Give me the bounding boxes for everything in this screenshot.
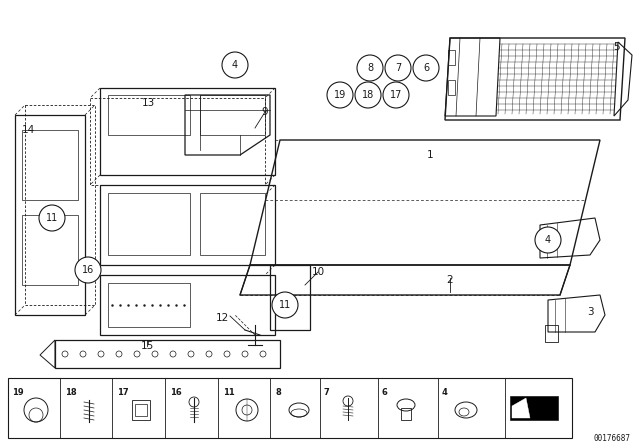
Text: 8: 8 bbox=[275, 388, 281, 397]
Circle shape bbox=[75, 257, 101, 283]
Text: 10: 10 bbox=[312, 267, 324, 277]
Text: 5: 5 bbox=[614, 42, 620, 52]
Polygon shape bbox=[510, 396, 558, 420]
Text: 8: 8 bbox=[367, 63, 373, 73]
Circle shape bbox=[385, 55, 411, 81]
Polygon shape bbox=[512, 398, 530, 418]
Text: 4: 4 bbox=[232, 60, 238, 70]
Text: 17: 17 bbox=[117, 388, 129, 397]
Text: 6: 6 bbox=[423, 63, 429, 73]
Text: 15: 15 bbox=[140, 341, 154, 351]
Text: 12: 12 bbox=[216, 313, 228, 323]
Circle shape bbox=[327, 82, 353, 108]
Text: 18: 18 bbox=[362, 90, 374, 100]
Circle shape bbox=[413, 55, 439, 81]
Text: 19: 19 bbox=[334, 90, 346, 100]
Text: 2: 2 bbox=[447, 275, 453, 285]
Text: 6: 6 bbox=[382, 388, 388, 397]
Text: 19: 19 bbox=[12, 388, 24, 397]
Circle shape bbox=[357, 55, 383, 81]
Circle shape bbox=[39, 205, 65, 231]
Text: 13: 13 bbox=[141, 98, 155, 108]
Text: 7: 7 bbox=[395, 63, 401, 73]
Circle shape bbox=[272, 292, 298, 318]
Text: 17: 17 bbox=[390, 90, 402, 100]
Text: 1: 1 bbox=[427, 150, 433, 160]
Text: 3: 3 bbox=[587, 307, 593, 317]
Circle shape bbox=[222, 52, 248, 78]
Text: 11: 11 bbox=[279, 300, 291, 310]
Text: 4: 4 bbox=[442, 388, 448, 397]
Text: 16: 16 bbox=[170, 388, 182, 397]
Circle shape bbox=[535, 227, 561, 253]
Text: 18: 18 bbox=[65, 388, 77, 397]
Text: 7: 7 bbox=[324, 388, 330, 397]
Text: 11: 11 bbox=[223, 388, 235, 397]
Circle shape bbox=[355, 82, 381, 108]
Text: 11: 11 bbox=[46, 213, 58, 223]
Text: 9: 9 bbox=[262, 107, 268, 117]
Text: 00176687: 00176687 bbox=[593, 434, 630, 443]
Text: 14: 14 bbox=[21, 125, 35, 135]
Text: 4: 4 bbox=[545, 235, 551, 245]
Text: 16: 16 bbox=[82, 265, 94, 275]
Circle shape bbox=[383, 82, 409, 108]
